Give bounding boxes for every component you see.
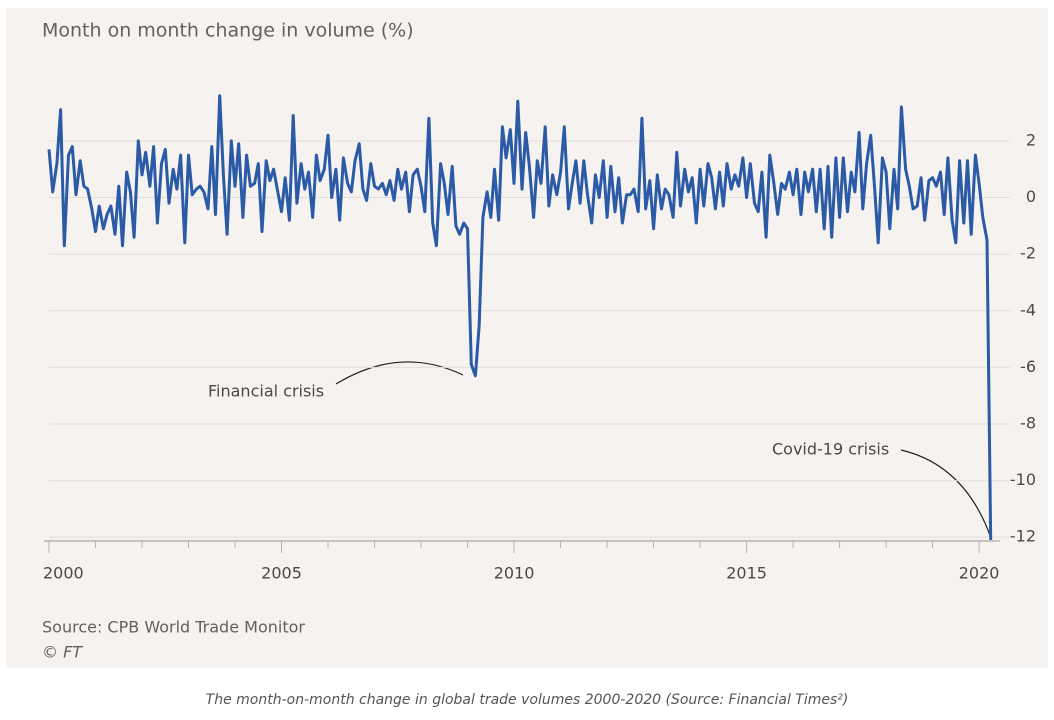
annotation-connector: [900, 449, 992, 539]
x-tick-label: 2000: [43, 564, 84, 583]
y-tick-label: -6: [1020, 357, 1036, 376]
chart-panel: [6, 8, 1048, 668]
annotation: Covid-19 crisis: [772, 440, 889, 459]
credit: © FT: [42, 643, 83, 662]
data-line: [47, 94, 993, 541]
x-tick-label: 2015: [726, 564, 767, 583]
y-tick-label: -8: [1020, 413, 1036, 432]
annotation: Financial crisis: [208, 382, 324, 401]
annotation-connector: [335, 361, 464, 385]
x-tick-label: 2005: [261, 564, 302, 583]
y-tick-label: -4: [1020, 300, 1036, 319]
y-tick-label: 0: [1026, 187, 1036, 206]
y-tick-label: -2: [1020, 244, 1036, 263]
y-tick-label: -12: [1010, 527, 1036, 546]
y-tick-label: 2: [1026, 130, 1036, 149]
x-tick-label: 2020: [959, 564, 1000, 583]
source: Source: CPB World Trade Monitor: [42, 618, 305, 637]
y-tick-label: -10: [1010, 470, 1036, 489]
chart-title: Month on month change in volume (%): [42, 20, 414, 42]
chart: Month on month change in volume (%) Fina…: [6, 8, 1048, 668]
caption: The month-on-month change in global trad…: [205, 692, 849, 708]
x-tick-label: 2010: [494, 564, 535, 583]
